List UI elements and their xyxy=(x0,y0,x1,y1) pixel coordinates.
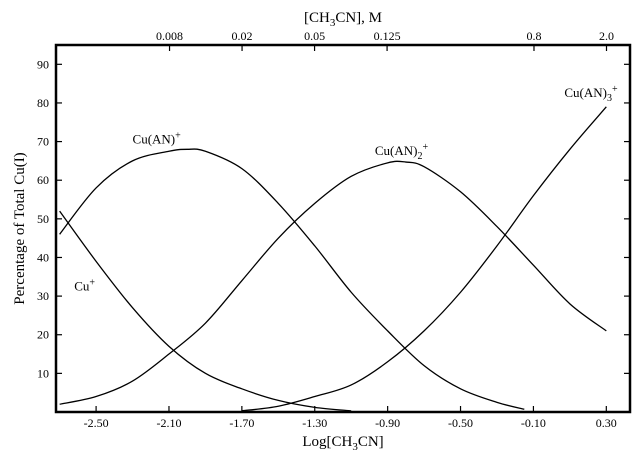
x-tick-label: -1.70 xyxy=(229,416,254,430)
label-layer: -2.50 -2.10 -1.70 -1.30 -0.90 -0.50 -0.10 0.30 1… xyxy=(12,10,618,453)
y-tick-label: 20 xyxy=(37,328,49,342)
x-tick-label: -0.90 xyxy=(375,416,400,430)
top-tick-label: 0.8 xyxy=(526,29,541,43)
top-tick-label: 0.125 xyxy=(374,29,401,43)
x-tick-label: -0.50 xyxy=(448,416,473,430)
series-line-cu-an-2 xyxy=(59,160,607,405)
plot-layer xyxy=(59,106,607,412)
series-label-cu-an-2: Cu(AN)2+ xyxy=(375,142,429,162)
plot-frame xyxy=(54,43,632,414)
x-axis-title: Log[CH3CN] xyxy=(302,434,383,453)
series-line-cu xyxy=(59,210,352,412)
top-tick-label: 2.0 xyxy=(599,29,614,43)
y-axis-title: Percentage of Total Cu(I) xyxy=(12,152,28,304)
y-tick-label: 10 xyxy=(37,366,49,380)
top-axis-title: [CH3CN], M xyxy=(304,10,382,29)
y-tick-label: 90 xyxy=(37,57,49,71)
axis-layer xyxy=(54,43,632,414)
x-tick-label: -0.10 xyxy=(521,416,546,430)
x-tick-label: 0.30 xyxy=(596,416,617,430)
x-tick-label: -2.50 xyxy=(84,416,109,430)
x-tick-label: -2.10 xyxy=(156,416,181,430)
y-tick-label: 80 xyxy=(37,96,49,110)
y-tick-label: 50 xyxy=(37,212,49,226)
series-label-cu: Cu+ xyxy=(74,277,95,293)
y-tick-label: 40 xyxy=(37,250,49,264)
series-label-cu-an: Cu(AN)+ xyxy=(133,131,182,147)
top-tick-label: 0.05 xyxy=(304,29,325,43)
series-line-cu-an xyxy=(59,148,525,410)
y-tick-label: 30 xyxy=(37,289,49,303)
series-line-cu-an-3 xyxy=(241,106,607,412)
y-tick-label: 70 xyxy=(37,135,49,149)
series-label-cu-an-3: Cu(AN)3+ xyxy=(564,84,618,104)
y-tick-label: 60 xyxy=(37,173,49,187)
top-tick-label: 0.008 xyxy=(156,29,183,43)
top-tick-label: 0.02 xyxy=(232,29,253,43)
x-tick-label: -1.30 xyxy=(302,416,327,430)
